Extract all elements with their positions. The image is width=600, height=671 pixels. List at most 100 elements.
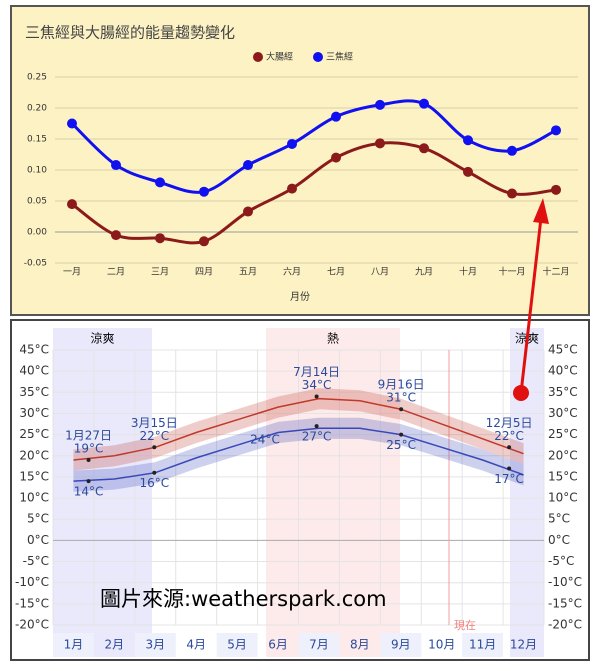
low-marker [507,466,512,471]
annotation-high: 19°C [74,442,104,456]
y-tick-label: 0.25 [27,73,47,83]
x-tick-label: 十一月 [498,266,525,278]
y-tick-label: 30°C [19,406,49,420]
x-tick-label: 7月 [309,638,329,652]
point [111,160,121,171]
high-marker [152,445,157,450]
point [111,230,121,241]
point [287,183,297,194]
y-tick-label: 15°C [19,469,49,483]
annotation-low: 14°C [74,485,104,499]
point [551,125,561,136]
x-tick-label: 12月 [510,638,537,652]
y-tick-label: 40°C [19,364,49,378]
month-band [298,633,340,657]
bottom-chart: 涼爽熱涼爽-20°C-20°C-15°C-15°C-10°C-10°C-5°C-… [15,328,582,657]
season-label: 涼爽 [90,331,114,346]
series-line [73,427,524,482]
y-tick-label: -15°C [15,596,49,610]
low-marker [152,470,157,475]
season-label: 熱 [327,332,339,346]
point [67,118,77,129]
arrow [519,217,543,394]
annotation-low: 17°C [494,472,524,486]
point [243,160,253,171]
y-tick-label: 0.05 [27,197,47,207]
x-tick-label: 十月 [459,266,477,278]
y-tick-label: -10°C [15,575,49,589]
y-tick-label: 0.10 [27,166,47,176]
y-tick-label: 10°C [19,491,49,505]
point [375,138,385,149]
point [199,186,209,197]
point [419,143,429,154]
annotation-high: 34°C [302,378,332,392]
chart-title: 三焦經與大腸經的能量趨勢變化 [25,24,235,42]
y-tick-label-right: -10°C [548,575,582,589]
annotation-high: 22°C [494,429,524,443]
point [67,199,77,210]
x-tick-label: 五月 [239,267,257,278]
annotation-date: 9月16日 [378,378,425,392]
arrow-head [533,198,549,224]
annotation-date: 3月15日 [131,416,178,430]
point [463,135,473,146]
high-marker [399,407,404,412]
y-tick-label-right: 0°C [548,533,570,547]
x-tick-label: 2月 [105,638,125,652]
point [155,177,165,188]
y-tick-label: 0.20 [27,104,47,114]
annotation-high: 22°C [139,429,169,443]
x-tick-label: 九月 [415,267,433,278]
x-tick-label: 9月 [391,638,411,652]
point [287,138,297,149]
y-tick-label: 35°C [19,385,49,399]
high-marker [314,394,319,399]
month-band [216,633,258,657]
annotation-low: 27°C [302,430,332,444]
low-marker [86,479,91,484]
x-tick-label: 三月 [151,267,169,278]
x-tick-label: 八月 [371,267,389,278]
x-tick-label: 10月 [428,638,455,652]
month-band [53,633,94,657]
y-tick-label: 20°C [19,448,49,462]
legend-dot [253,52,263,62]
x-tick-label: 一月 [63,267,81,278]
month-band [380,633,422,657]
season-band [510,328,544,657]
y-tick-label-right: -5°C [548,554,574,568]
point [507,188,517,199]
point [551,184,561,195]
x-tick-label: 1月 [64,638,84,652]
legend-dot [313,52,323,62]
y-tick-label-right: 15°C [548,469,578,483]
annotation-extra: 24°C [250,432,280,446]
high-marker [86,458,91,462]
y-tick-label-right: 5°C [548,512,570,526]
y-tick-label-right: 45°C [548,343,578,357]
point [331,111,341,122]
x-tick-label: 11月 [469,638,496,652]
x-tick-label: 二月 [107,267,125,278]
now-label: 現在 [454,619,476,632]
annotation-date: 12月5日 [486,416,533,430]
y-tick-label-right: 40°C [548,364,578,378]
y-tick-label-right: 30°C [548,406,578,420]
y-tick-label-right: -15°C [548,596,582,610]
top-chart: -0.05 0.00 0.05 0.10 0.15 0.20 0.25 一月 二月 三月 四月 五月 六… [24,51,578,278]
arrow-dot [513,385,529,401]
low-marker [314,424,319,429]
point [243,206,253,217]
y-tick-label-right: 10°C [548,491,578,505]
annotation-low: 16°C [139,476,169,490]
y-tick-label: 0.00 [27,228,47,238]
point [375,99,385,110]
x-tick-label: 6月 [268,638,288,652]
x-tick-label: 4月 [186,638,206,652]
series-band [73,388,524,471]
y-tick-label: 25°C [19,427,49,441]
y-tick-label: 45°C [19,343,49,357]
x-tick-label: 8月 [350,638,370,652]
